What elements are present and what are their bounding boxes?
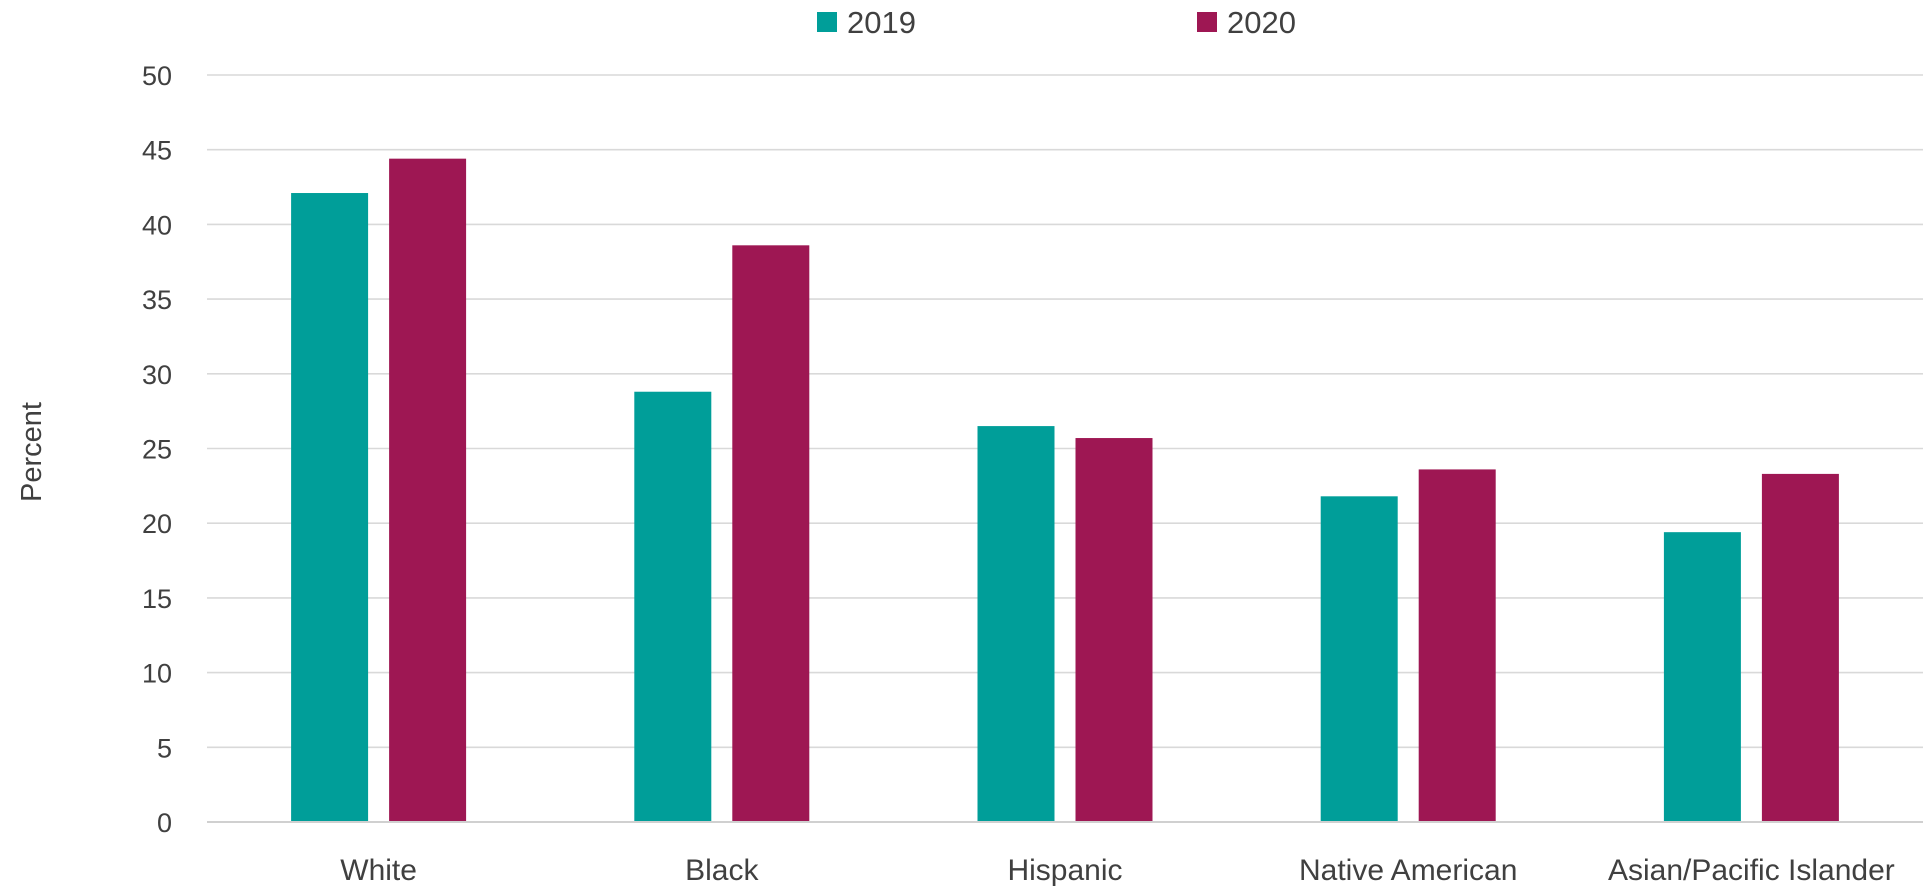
legend: 2019 2020	[817, 5, 1296, 40]
bar-2019-white	[291, 193, 369, 822]
y-tick-label: 30	[142, 360, 172, 390]
legend-swatch-2019	[817, 12, 837, 32]
y-axis-title: Percent	[16, 402, 48, 502]
legend-label-2019: 2019	[847, 5, 916, 40]
y-tick-label: 45	[142, 136, 172, 166]
y-tick-label: 35	[142, 285, 172, 315]
bar-2020-white	[389, 158, 467, 822]
y-axis-tick-labels: 0 5 10 15 20 25 30 35 40 45 50	[142, 61, 172, 838]
x-category-label: Black	[685, 854, 759, 887]
y-tick-label: 20	[142, 509, 172, 539]
y-tick-label: 10	[142, 659, 172, 689]
y-tick-label: 40	[142, 210, 172, 240]
legend-swatch-2020	[1197, 12, 1217, 32]
bar-2019-black	[634, 391, 712, 822]
y-tick-label: 50	[142, 61, 172, 91]
y-tick-label: 15	[142, 584, 172, 614]
bars	[291, 158, 1839, 823]
x-axis-category-labels: White Black Hispanic Native American Asian/P…	[340, 854, 1895, 887]
bar-2020-asian-pacific-islander	[1761, 473, 1839, 822]
y-tick-label: 25	[142, 435, 172, 465]
bar-2019-hispanic	[977, 426, 1055, 822]
legend-label-2020: 2020	[1227, 5, 1296, 40]
x-category-label: Native American	[1299, 854, 1517, 887]
x-category-label: Asian/Pacific Islander	[1608, 854, 1895, 887]
bar-2019-native-american	[1320, 496, 1398, 822]
x-category-label: White	[340, 854, 417, 887]
bar-2020-native-american	[1418, 469, 1496, 822]
bar-2020-hispanic	[1075, 438, 1153, 822]
gridlines	[207, 74, 1923, 749]
x-category-label: Hispanic	[1007, 854, 1122, 887]
y-tick-label: 5	[157, 733, 172, 763]
y-tick-label: 0	[157, 808, 172, 838]
bar-2020-black	[732, 245, 810, 823]
bar-2019-asian-pacific-islander	[1663, 532, 1741, 822]
